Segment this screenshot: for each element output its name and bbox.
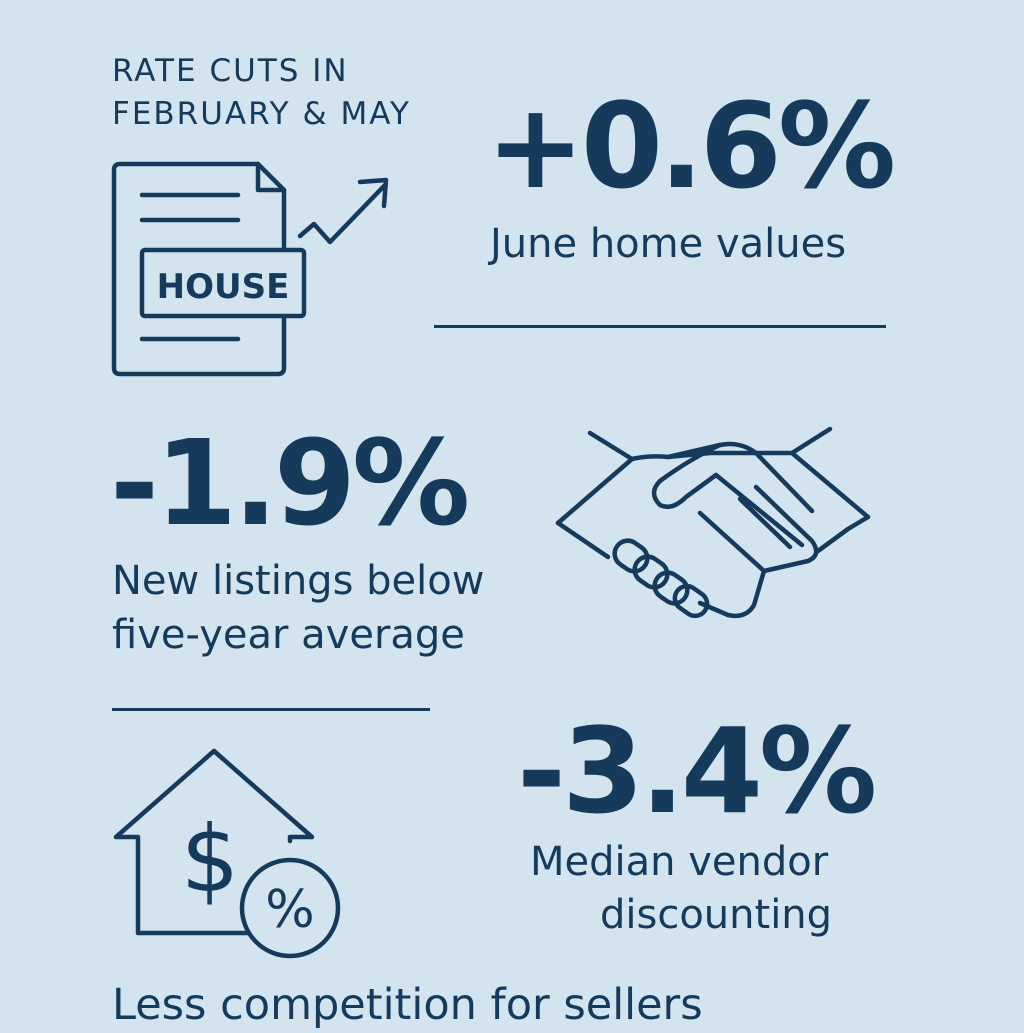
divider: [434, 325, 886, 328]
stat-value-new-listings: -1.9%: [110, 414, 470, 552]
footer-text: Less competition for sellers: [112, 980, 703, 1030]
divider: [112, 708, 430, 711]
dollar-symbol: $: [181, 806, 240, 913]
house-dollar-icon: $ %: [113, 748, 341, 959]
stat-value-home-values: +0.6%: [486, 77, 896, 215]
stat-label-new-listings-line2: five-year average: [112, 612, 465, 658]
stat-value-vendor-discounting: -3.4%: [517, 702, 877, 840]
stat-label-new-listings-line1: New listings below: [112, 558, 485, 604]
stat-label-vendor-discounting-line2: discounting: [600, 892, 833, 938]
percent-badge-icon: %: [239, 857, 341, 959]
trend-up-arrow-icon: [297, 177, 389, 245]
handshake-icon: [555, 426, 871, 619]
stat-label-vendor-discounting-line1: Median vendor: [530, 839, 829, 885]
eyebrow-heading: RATE CUTS IN FEBRUARY & MAY: [112, 53, 411, 132]
stat-label-home-values: June home values: [490, 221, 847, 267]
document-label: HOUSE: [157, 267, 290, 307]
percent-symbol: %: [265, 880, 314, 940]
house-document-icon: HOUSE: [111, 161, 389, 377]
